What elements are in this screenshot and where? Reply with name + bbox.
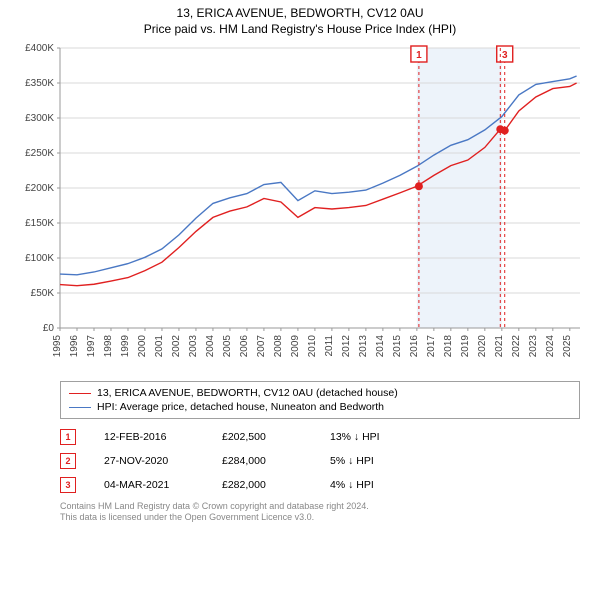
legend-label: HPI: Average price, detached house, Nune… xyxy=(97,401,384,413)
event-row-marker: 2 xyxy=(60,453,76,469)
x-tick-label: 2018 xyxy=(443,335,454,358)
x-tick-label: 2001 xyxy=(154,335,165,358)
legend-row: HPI: Average price, detached house, Nune… xyxy=(69,400,571,414)
x-tick-label: 2004 xyxy=(205,335,216,358)
title-subtitle: Price paid vs. HM Land Registry's House … xyxy=(10,22,590,36)
event-row: 1 12-FEB-2016 £202,500 13% ↓ HPI xyxy=(60,425,580,449)
y-tick-label: £300K xyxy=(25,113,54,124)
event-row-hpi: 13% ↓ HPI xyxy=(330,431,420,443)
event-dot xyxy=(496,125,504,133)
event-row-price: £282,000 xyxy=(222,479,302,491)
chart-container: 13, ERICA AVENUE, BEDWORTH, CV12 0AU Pri… xyxy=(0,0,600,590)
x-tick-label: 2015 xyxy=(392,335,403,358)
event-row: 2 27-NOV-2020 £284,000 5% ↓ HPI xyxy=(60,449,580,473)
legend-swatch xyxy=(69,407,91,408)
x-tick-label: 2012 xyxy=(341,335,352,358)
y-tick-label: £0 xyxy=(43,323,55,334)
x-tick-label: 2022 xyxy=(511,335,522,358)
event-row-price: £284,000 xyxy=(222,455,302,467)
event-box-number: 3 xyxy=(502,50,508,61)
event-row-date: 04-MAR-2021 xyxy=(104,479,194,491)
event-row-date: 27-NOV-2020 xyxy=(104,455,194,467)
x-tick-label: 2023 xyxy=(528,335,539,358)
x-tick-label: 2014 xyxy=(375,335,386,358)
x-tick-label: 2005 xyxy=(222,335,233,358)
chart-svg: £0 £50K £100K £150K £200K £250K £300K £350K £400… xyxy=(10,40,590,375)
x-tick-label: 2017 xyxy=(426,335,437,358)
event-dot xyxy=(415,182,423,190)
y-tick-label: £150K xyxy=(25,218,54,229)
y-tick-label: £50K xyxy=(31,288,55,299)
event-box-number: 1 xyxy=(416,50,422,61)
y-tick-label: £100K xyxy=(25,253,54,264)
y-tick-label: £200K xyxy=(25,183,54,194)
x-tick-label: 2000 xyxy=(137,335,148,358)
x-tick-label: 1995 xyxy=(52,335,63,358)
chart-titles: 13, ERICA AVENUE, BEDWORTH, CV12 0AU Pri… xyxy=(10,6,590,40)
x-tick-label: 2003 xyxy=(188,335,199,358)
x-tick-label: 1999 xyxy=(120,335,131,358)
events-table: 1 12-FEB-2016 £202,500 13% ↓ HPI 2 27-NOV-202… xyxy=(60,425,580,497)
x-tick-label: 1997 xyxy=(86,335,97,358)
x-tick-label: 1996 xyxy=(69,335,80,358)
event-row-price: £202,500 xyxy=(222,431,302,443)
attribution-line1: Contains HM Land Registry data © Crown c… xyxy=(60,501,580,512)
legend-swatch xyxy=(69,393,91,394)
attribution-line2: This data is licensed under the Open Gov… xyxy=(60,512,580,523)
event-row-hpi: 4% ↓ HPI xyxy=(330,479,420,491)
x-tick-label: 2008 xyxy=(273,335,284,358)
legend-row: 13, ERICA AVENUE, BEDWORTH, CV12 0AU (de… xyxy=(69,386,571,400)
x-tick-label: 2021 xyxy=(494,335,505,358)
x-tick-label: 2002 xyxy=(171,335,182,358)
x-tick-label: 2006 xyxy=(239,335,250,358)
x-tick-label: 2010 xyxy=(307,335,318,358)
chart-plot-area: £0 £50K £100K £150K £200K £250K £300K £350K £400… xyxy=(10,40,590,375)
y-tick-label: £350K xyxy=(25,78,54,89)
event-row: 3 04-MAR-2021 £282,000 4% ↓ HPI xyxy=(60,473,580,497)
x-tick-label: 2016 xyxy=(409,335,420,358)
attribution: Contains HM Land Registry data © Crown c… xyxy=(60,501,580,524)
y-tick-label: £400K xyxy=(25,43,54,54)
x-tick-label: 2019 xyxy=(460,335,471,358)
x-tick-label: 2013 xyxy=(358,335,369,358)
x-tick-label: 2007 xyxy=(256,335,267,358)
x-tick-label: 2025 xyxy=(562,335,573,358)
legend: 13, ERICA AVENUE, BEDWORTH, CV12 0AU (de… xyxy=(60,381,580,419)
event-row-marker: 1 xyxy=(60,429,76,445)
x-tick-label: 2024 xyxy=(545,335,556,358)
x-tick-label: 2020 xyxy=(477,335,488,358)
event-row-hpi: 5% ↓ HPI xyxy=(330,455,420,467)
title-address: 13, ERICA AVENUE, BEDWORTH, CV12 0AU xyxy=(10,6,590,20)
y-tick-label: £250K xyxy=(25,148,54,159)
event-row-date: 12-FEB-2016 xyxy=(104,431,194,443)
x-tick-label: 2011 xyxy=(324,335,335,357)
x-tick-label: 2009 xyxy=(290,335,301,358)
legend-label: 13, ERICA AVENUE, BEDWORTH, CV12 0AU (de… xyxy=(97,387,398,399)
x-tick-label: 1998 xyxy=(103,335,114,358)
event-row-marker: 3 xyxy=(60,477,76,493)
